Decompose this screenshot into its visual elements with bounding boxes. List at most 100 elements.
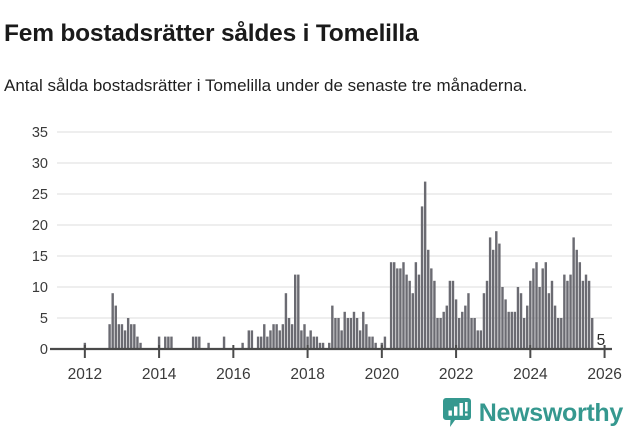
y-tick-label: 30 xyxy=(32,156,48,172)
bar xyxy=(284,293,288,349)
bar xyxy=(281,324,285,349)
annotation-value-label: 5 xyxy=(597,332,606,349)
bar xyxy=(457,318,461,349)
bar xyxy=(389,262,393,349)
bar xyxy=(309,330,312,349)
newsworthy-logo[interactable]: Newsworthy xyxy=(442,398,624,428)
bar xyxy=(501,287,504,349)
bar xyxy=(250,330,254,349)
bar xyxy=(266,336,269,349)
bar xyxy=(553,305,557,349)
bar xyxy=(139,342,142,349)
bar xyxy=(111,293,114,349)
bar xyxy=(167,336,170,349)
bar xyxy=(507,311,510,349)
bar xyxy=(513,311,517,349)
bar xyxy=(164,336,167,349)
bar xyxy=(454,299,458,349)
bar xyxy=(328,342,331,349)
bar xyxy=(365,324,368,349)
bar xyxy=(399,268,402,349)
y-tick-label: 25 xyxy=(32,187,48,203)
bar xyxy=(439,318,442,349)
bar xyxy=(321,342,325,349)
bar xyxy=(538,287,541,349)
bar xyxy=(560,318,563,349)
bar xyxy=(396,268,399,349)
bar xyxy=(498,243,501,349)
x-tick-label: 2016 xyxy=(216,366,250,383)
bar xyxy=(420,206,424,349)
bar xyxy=(532,268,535,349)
bar xyxy=(256,336,260,349)
x-tick-label: 2012 xyxy=(68,366,102,383)
y-tick-label: 15 xyxy=(32,249,48,265)
bar xyxy=(300,330,303,349)
bar xyxy=(346,318,350,349)
bar xyxy=(393,262,396,349)
bar xyxy=(541,268,544,349)
bar xyxy=(430,268,433,349)
bar xyxy=(371,336,374,349)
bar xyxy=(516,287,520,349)
bar xyxy=(355,318,359,349)
annotations: 5 xyxy=(597,332,606,349)
bar xyxy=(312,336,315,349)
bar xyxy=(157,336,161,349)
bar xyxy=(492,249,495,349)
bar xyxy=(120,324,124,349)
bar xyxy=(374,342,377,349)
bar xyxy=(476,330,479,349)
bar xyxy=(417,274,421,349)
bar xyxy=(287,318,291,349)
gridlines xyxy=(57,131,612,319)
bar xyxy=(294,274,297,349)
bar xyxy=(352,311,356,349)
bar xyxy=(108,324,111,349)
bar xyxy=(275,324,278,349)
bar xyxy=(581,280,585,349)
bar xyxy=(584,274,588,349)
chart-subtitle: Antal sålda bostadsrätter i Tomelilla un… xyxy=(4,76,528,95)
bar xyxy=(590,318,594,349)
bar xyxy=(198,336,201,349)
bar xyxy=(306,336,309,349)
bar xyxy=(263,324,266,349)
bar xyxy=(578,262,582,349)
bar xyxy=(445,305,448,349)
bar xyxy=(362,311,365,349)
bar xyxy=(473,318,476,349)
bar xyxy=(556,318,560,349)
bar xyxy=(349,318,353,349)
brand-name: Newsworthy xyxy=(478,398,624,427)
bar xyxy=(269,330,272,349)
bar xyxy=(495,231,498,349)
bar xyxy=(423,181,427,349)
x-tick-label: 2024 xyxy=(513,366,548,383)
bar xyxy=(130,324,133,349)
bar xyxy=(482,293,486,349)
y-axis: 0 5 10 15 20 25 30 35 xyxy=(32,125,48,358)
bar xyxy=(550,280,554,349)
bar xyxy=(547,293,551,349)
bar xyxy=(272,324,275,349)
bar xyxy=(222,336,226,349)
bar xyxy=(136,336,139,349)
bar xyxy=(575,249,578,349)
y-tick-label: 35 xyxy=(32,125,48,141)
bar xyxy=(566,280,569,349)
bar xyxy=(114,305,117,349)
x-tick-label: 2014 xyxy=(142,366,177,383)
bar xyxy=(411,293,414,349)
y-tick-label: 20 xyxy=(32,218,48,234)
bar xyxy=(207,342,210,349)
bar xyxy=(522,318,526,349)
bar xyxy=(448,280,452,349)
x-tick-label: 2026 xyxy=(587,366,621,383)
bar xyxy=(340,330,343,349)
y-tick-label: 5 xyxy=(40,311,48,327)
bar xyxy=(368,336,371,349)
bar xyxy=(358,330,362,349)
